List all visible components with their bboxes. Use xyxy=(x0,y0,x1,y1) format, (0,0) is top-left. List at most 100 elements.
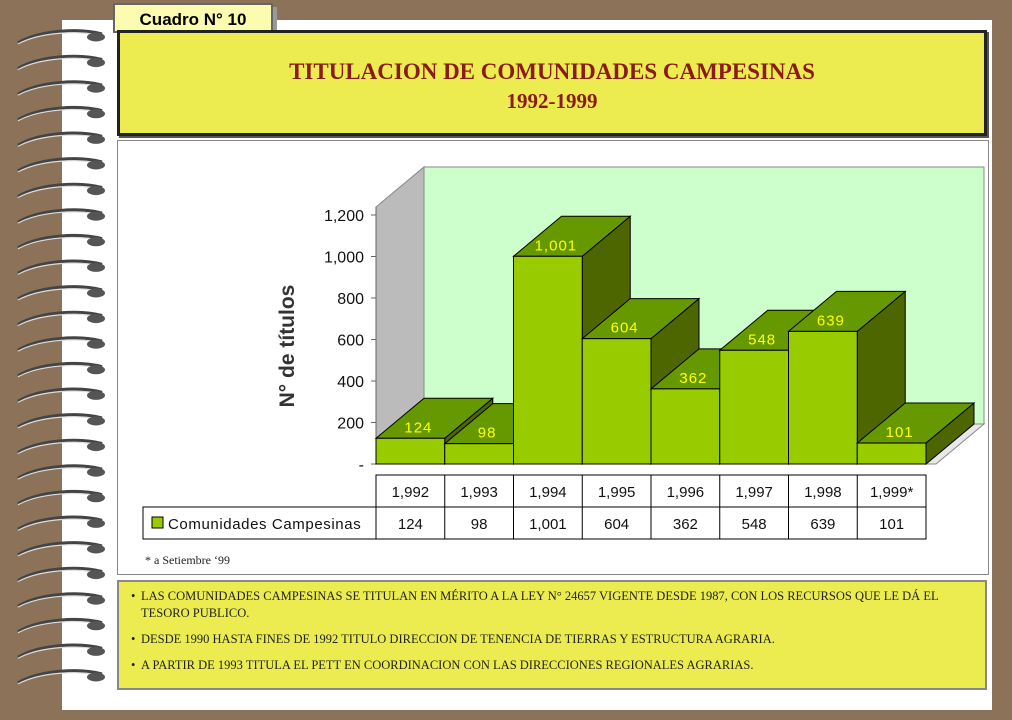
ring-wire xyxy=(17,362,103,378)
ring-wire xyxy=(17,387,103,403)
bar-8: 101 xyxy=(855,401,976,466)
bar-value-label: 639 xyxy=(817,312,845,329)
spiral-ring xyxy=(17,54,105,71)
ring-hole xyxy=(87,58,105,68)
bar-value-label: 101 xyxy=(886,424,914,441)
ring-hole xyxy=(87,211,105,221)
bar-front xyxy=(375,437,446,465)
spiral-binding xyxy=(17,29,105,685)
table-data-row xyxy=(142,506,927,540)
spiral-ring xyxy=(17,234,105,250)
spiral-ring xyxy=(17,80,105,96)
table-value-cell: 604 xyxy=(604,516,629,533)
ring-wire xyxy=(17,54,103,70)
ring-hole xyxy=(87,544,105,554)
ring-wire xyxy=(17,106,103,122)
spiral-ring xyxy=(17,618,105,634)
ring-hole xyxy=(87,493,105,503)
ring-wire xyxy=(17,157,103,173)
ring-wire xyxy=(17,464,103,480)
cuadro-badge: Cuadro N° 10 xyxy=(113,3,273,33)
spiral-ring xyxy=(17,285,105,301)
ring-hole xyxy=(87,518,105,528)
legend-label: Comunidades Campesinas xyxy=(168,516,361,533)
ring-hole xyxy=(87,467,105,477)
ring-wire xyxy=(17,618,103,634)
spiral-ring xyxy=(17,643,105,659)
bar-front xyxy=(856,442,927,465)
bar-front xyxy=(513,255,583,465)
ring-hole xyxy=(87,314,105,324)
bar-value-label: 98 xyxy=(478,425,497,442)
ring-wire xyxy=(17,541,103,557)
ring-wire xyxy=(17,259,103,275)
ring-wire xyxy=(17,413,103,429)
spiral-ring xyxy=(17,592,105,608)
note-item-1: LAS COMUNIDADES CAMPESINAS SE TITULAN EN… xyxy=(131,588,975,622)
ring-wire xyxy=(17,131,103,147)
spiral-ring xyxy=(17,157,105,173)
ring-wire xyxy=(17,285,103,301)
ring-wire xyxy=(17,515,103,531)
bar-front xyxy=(581,338,652,465)
ring-hole xyxy=(87,416,105,426)
ring-wire xyxy=(17,234,103,250)
table-value-cell: 98 xyxy=(471,516,488,533)
ring-hole xyxy=(87,134,105,144)
ring-hole xyxy=(87,390,105,400)
table-category-label: 1,996 xyxy=(667,484,705,501)
table-category-label: 1,999* xyxy=(870,484,914,501)
ring-wire xyxy=(17,29,103,45)
ring-hole xyxy=(87,83,105,93)
ring-wire xyxy=(17,592,103,608)
table-value-cell: 124 xyxy=(398,516,423,533)
bar-7: 639 xyxy=(787,290,907,466)
table-value-cell: 548 xyxy=(742,516,767,533)
ring-wire xyxy=(17,643,103,659)
spiral-ring xyxy=(17,515,105,531)
ring-hole xyxy=(87,339,105,349)
spiral-ring xyxy=(17,259,105,275)
spiral-ring xyxy=(17,182,105,199)
page-subtitle: 1992-1999 xyxy=(506,89,598,113)
table-value-cell: 1,001 xyxy=(529,516,567,533)
ring-wire xyxy=(17,566,103,582)
table-category-label: 1,994 xyxy=(529,484,567,501)
table-value-cell: 362 xyxy=(673,516,698,533)
y-tick-label: 1,200 xyxy=(324,208,364,225)
ring-wire xyxy=(17,438,103,454)
bar-front xyxy=(719,349,789,465)
legend-swatch xyxy=(151,516,164,529)
ring-wire xyxy=(17,208,103,224)
table-category-label: 1,997 xyxy=(735,484,773,501)
bar-value-label: 124 xyxy=(404,419,432,436)
table-category-label: 1,998 xyxy=(804,484,842,501)
note-item-2: DESDE 1990 HASTA FINES DE 1992 TITULO DI… xyxy=(131,631,975,648)
footnote: * a Setiembre ‘99 xyxy=(145,553,230,567)
ring-hole xyxy=(87,595,105,605)
ring-hole xyxy=(87,109,105,119)
ring-wire xyxy=(17,182,103,198)
bar-chart: - 200 400 600 800 1,000 1,200 N° de títulos 124 9… xyxy=(142,165,986,540)
ring-hole xyxy=(87,672,105,682)
ring-wire xyxy=(17,336,103,352)
spiral-ring xyxy=(17,413,105,429)
spiral-ring xyxy=(17,438,105,455)
page-title: TITULACION DE COMUNIDADES CAMPESINAS xyxy=(289,59,815,84)
ring-hole xyxy=(87,621,105,631)
ring-wire xyxy=(17,490,103,506)
ring-hole xyxy=(87,365,105,375)
note-item-3: A PARTIR DE 1993 TITULA EL PETT EN COORD… xyxy=(131,657,975,674)
ring-hole xyxy=(87,237,105,247)
ring-hole xyxy=(87,262,105,272)
notes-box: LAS COMUNIDADES CAMPESINAS SE TITULAN EN… xyxy=(117,580,987,690)
table-category-label: 1,992 xyxy=(392,484,430,501)
ring-wire xyxy=(17,669,103,685)
bar-value-label: 548 xyxy=(748,331,776,348)
spiral-ring xyxy=(17,106,105,122)
bar-value-label: 1,001 xyxy=(535,237,578,254)
ring-hole xyxy=(87,288,105,298)
bar-front xyxy=(444,443,514,465)
spiral-ring xyxy=(17,490,105,506)
table-value-cell: 639 xyxy=(810,516,835,533)
